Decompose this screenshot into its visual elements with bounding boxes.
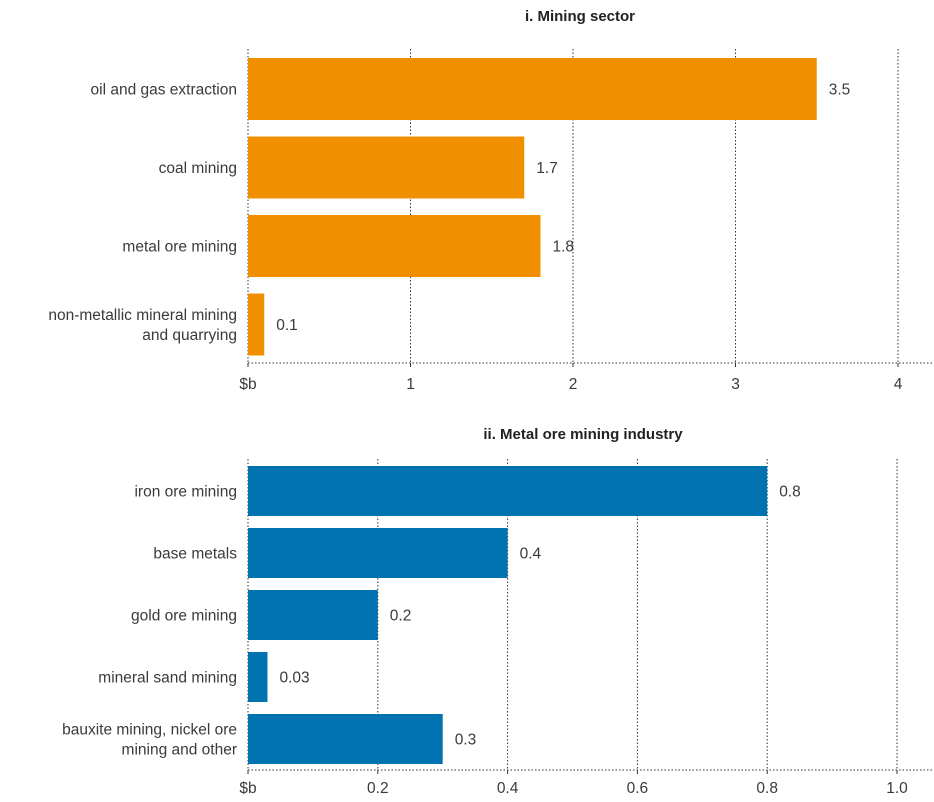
tick-label: 0.8	[756, 780, 778, 797]
category-label: base metals	[153, 546, 237, 563]
category-label: mining and other	[122, 742, 237, 759]
bar	[248, 590, 378, 640]
tick-label: 3	[731, 376, 740, 393]
category-label: metal ore mining	[122, 239, 237, 256]
chart-panel-2: ii. Metal ore mining industry 0.2 0.4 0.6 0.…	[62, 426, 934, 797]
category-label: oil and gas extraction	[91, 82, 237, 99]
data-label: 1.8	[553, 239, 575, 256]
tick-label: 0.6	[627, 780, 649, 797]
bar	[248, 293, 265, 356]
bar	[248, 528, 508, 578]
bar	[248, 714, 443, 764]
chart-panel-1: i. Mining sector 1 2 3 4 $b 3.5 oil and gas ext…	[48, 8, 934, 393]
category-label: gold ore mining	[131, 608, 237, 625]
category-label: bauxite mining, nickel ore	[62, 722, 237, 739]
data-label: 0.4	[520, 546, 542, 563]
tick-label: 1.0	[886, 780, 908, 797]
category-label: and quarrying	[142, 327, 237, 344]
tick-label: 4	[894, 376, 903, 393]
category-label: iron ore mining	[134, 484, 237, 501]
data-label: 3.5	[829, 82, 851, 99]
bar	[248, 58, 817, 120]
bar	[248, 136, 525, 199]
chart-title: ii. Metal ore mining industry	[483, 426, 683, 443]
data-label: 0.2	[390, 608, 412, 625]
category-label: mineral sand mining	[98, 670, 237, 687]
unit-label: $b	[239, 376, 256, 393]
tick-label: 0.2	[367, 780, 389, 797]
bar	[248, 466, 768, 516]
chart-title: i. Mining sector	[525, 8, 635, 25]
bar	[248, 652, 268, 702]
category-label: non-metallic mineral mining	[48, 307, 237, 324]
data-label: 1.7	[536, 160, 558, 177]
data-label: 0.3	[455, 732, 477, 749]
data-label: 0.03	[279, 670, 309, 687]
data-label: 0.8	[779, 484, 801, 501]
tick-label: 2	[569, 376, 578, 393]
data-label: 0.1	[276, 317, 298, 334]
tick-label: 1	[406, 376, 415, 393]
category-label: coal mining	[159, 160, 237, 177]
tick-label: 0.4	[497, 780, 519, 797]
bar	[248, 215, 541, 277]
unit-label: $b	[239, 780, 256, 797]
